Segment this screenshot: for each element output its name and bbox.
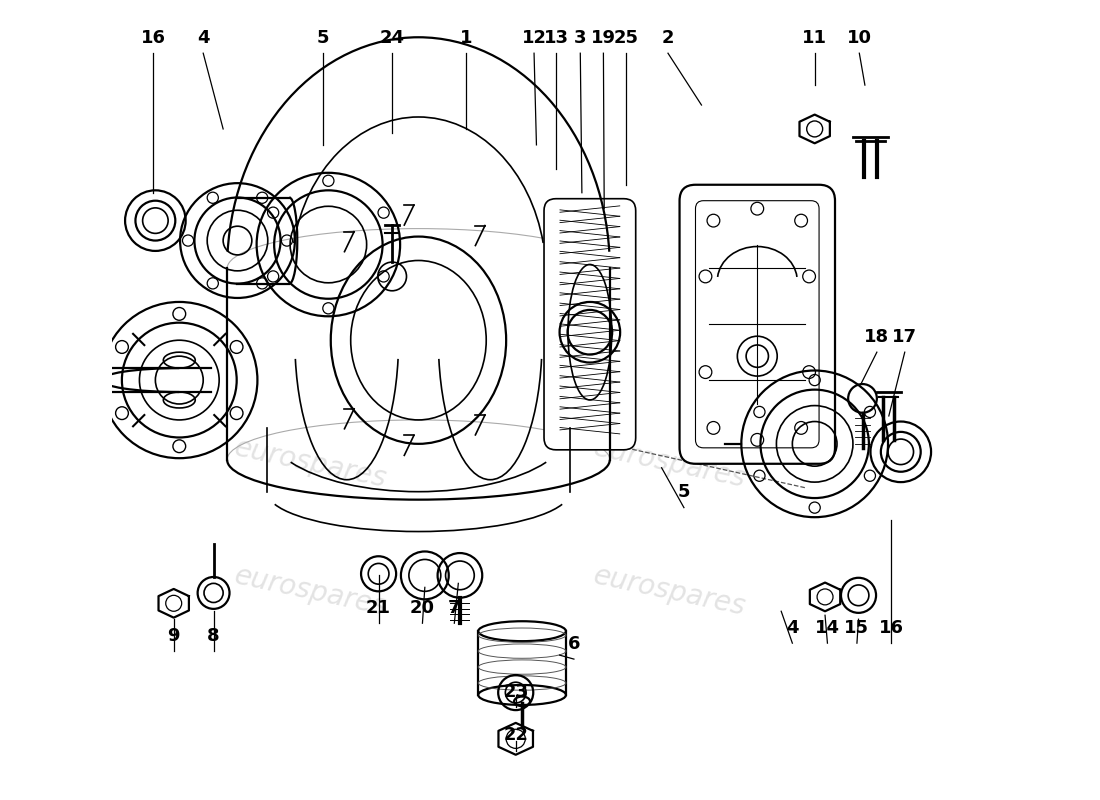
Text: eurospares: eurospares	[232, 562, 389, 621]
Text: 14: 14	[815, 618, 840, 637]
FancyBboxPatch shape	[680, 185, 835, 464]
Text: 7: 7	[448, 599, 461, 617]
Text: 12: 12	[521, 29, 547, 47]
Text: 18: 18	[865, 328, 890, 346]
Text: 16: 16	[141, 29, 165, 47]
Text: 16: 16	[879, 618, 904, 637]
Text: 11: 11	[802, 29, 827, 47]
Text: 8: 8	[207, 626, 220, 645]
Text: 1: 1	[460, 29, 473, 47]
Text: 13: 13	[543, 29, 569, 47]
Text: 24: 24	[379, 29, 405, 47]
Text: 20: 20	[410, 599, 435, 617]
Text: 5: 5	[317, 29, 329, 47]
Text: 23: 23	[503, 682, 528, 701]
Text: 6: 6	[568, 634, 580, 653]
Text: eurospares: eurospares	[591, 434, 748, 494]
Text: 9: 9	[167, 626, 180, 645]
Text: 22: 22	[503, 726, 528, 744]
Text: eurospares: eurospares	[591, 562, 748, 621]
Text: 17: 17	[892, 328, 917, 346]
Text: 15: 15	[845, 618, 869, 637]
Text: 2: 2	[662, 29, 674, 47]
Text: eurospares: eurospares	[232, 434, 389, 494]
Text: 4: 4	[786, 618, 799, 637]
Text: 21: 21	[366, 599, 392, 617]
Text: 19: 19	[591, 29, 616, 47]
Text: 4: 4	[197, 29, 209, 47]
FancyBboxPatch shape	[544, 198, 636, 450]
Text: 10: 10	[847, 29, 872, 47]
Text: 3: 3	[574, 29, 586, 47]
Text: 5: 5	[678, 483, 690, 502]
Text: 25: 25	[613, 29, 638, 47]
